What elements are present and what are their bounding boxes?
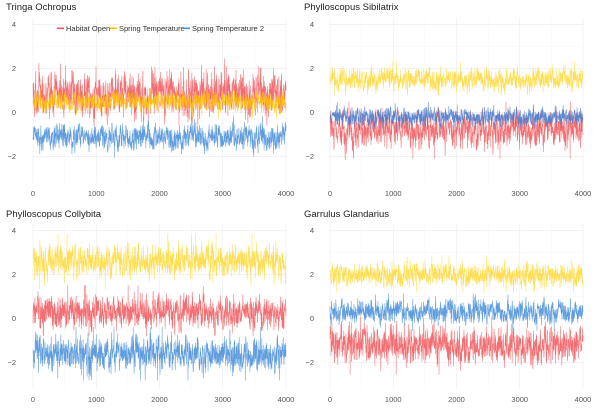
legend-key-habitat-open: [57, 27, 64, 30]
legend-key-spring-temperature-2: [183, 27, 190, 30]
x-tick-label: 1000: [385, 395, 402, 404]
y-tick-label: 4: [12, 20, 16, 29]
x-tick-label: 0: [31, 189, 35, 198]
x-tick-label: 0: [31, 395, 35, 404]
y-tick-label: 2: [310, 64, 314, 73]
panel-title: Garrulus Glandarius: [304, 209, 389, 220]
legend: Habitat Open Spring Temperature Spring T…: [57, 24, 264, 33]
panel-title: Phylloscopus Sibilatrix: [304, 2, 399, 13]
y-tick-label: 2: [310, 270, 314, 279]
panel-phylloscopus-collybita: 0 1000 2000 3000 4000 −2 0 2 4 Phylloscopus Colly…: [6, 209, 294, 404]
legend-key-spring-temperature: [110, 27, 117, 30]
series-line-spring-temperature: [32, 233, 287, 290]
legend-label-spring-temperature: Spring Temperature: [119, 24, 185, 33]
y-tick-label: 0: [310, 314, 314, 323]
x-tick-label: 4000: [575, 395, 592, 404]
y-tick-label: 0: [12, 108, 16, 117]
x-tick-label: 2000: [448, 395, 465, 404]
legend-label-habitat-open: Habitat Open: [66, 24, 110, 33]
y-tick-label: 4: [310, 226, 314, 235]
x-tick-label: 4000: [575, 189, 592, 198]
y-tick-label: −2: [305, 152, 314, 161]
series-line-habitat-open: [32, 285, 287, 337]
x-tick-label: 3000: [214, 189, 231, 198]
y-tick-label: 0: [12, 314, 16, 323]
y-tick-label: −2: [7, 358, 16, 367]
panel-phylloscopus-sibilatrix: 0 1000 2000 3000 4000 −2 0 2 4 Phylloscopus Sibil…: [304, 2, 591, 198]
legend-label-spring-temperature-2: Spring Temperature 2: [192, 24, 264, 33]
x-tick-label: 2000: [151, 189, 168, 198]
series-line-spring-temperature: [329, 61, 584, 96]
series-line-spring-temperature-2: [32, 327, 287, 381]
y-tick-label: 2: [12, 270, 16, 279]
y-tick-label: −2: [7, 152, 16, 161]
x-tick-label: 1000: [88, 395, 105, 404]
series-line-habitat-open: [329, 316, 584, 375]
y-tick-label: 0: [310, 108, 314, 117]
y-tick-label: 4: [12, 226, 16, 235]
x-tick-label: 1000: [385, 189, 402, 198]
y-tick-label: 2: [12, 64, 16, 73]
panel-tringa-ochropus: 0 1000 2000 3000 4000 −2 0 2 4 Tringa Ochropus: [6, 2, 294, 198]
series-line-spring-temperature-2: [329, 102, 584, 132]
x-tick-label: 0: [328, 189, 332, 198]
x-tick-label: 2000: [448, 189, 465, 198]
series-line-habitat-open: [32, 58, 287, 126]
series-line-spring-temperature-2: [329, 293, 584, 331]
series-line-spring-temperature-2: [32, 115, 287, 158]
y-tick-label: −2: [305, 358, 314, 367]
x-tick-label: 3000: [511, 395, 528, 404]
x-tick-label: 4000: [278, 189, 295, 198]
panel-title: Phylloscopus Collybita: [6, 209, 102, 220]
x-tick-label: 4000: [278, 395, 295, 404]
x-tick-label: 3000: [511, 189, 528, 198]
panel-garrulus-glandarius: 0 1000 2000 3000 4000 −2 0 2 4 Garrulus Glandariu…: [304, 209, 591, 404]
x-tick-label: 3000: [214, 395, 231, 404]
panel-title: Tringa Ochropus: [6, 2, 77, 13]
series-line-spring-temperature: [329, 255, 584, 293]
x-tick-label: 2000: [151, 395, 168, 404]
y-tick-label: 4: [310, 20, 314, 29]
series-line-spring-temperature: [32, 84, 287, 119]
x-tick-label: 1000: [88, 189, 105, 198]
x-tick-label: 0: [328, 395, 332, 404]
